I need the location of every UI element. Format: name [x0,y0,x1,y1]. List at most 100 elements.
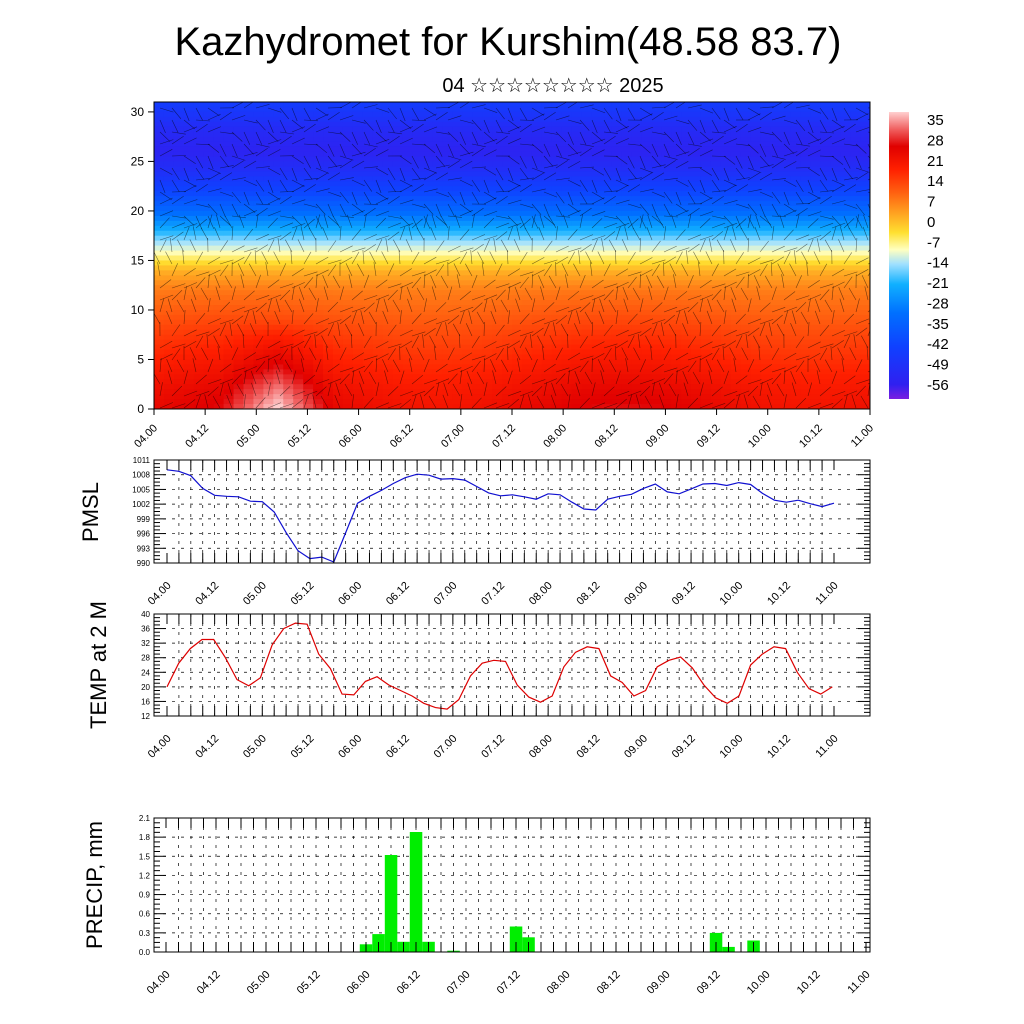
heatmap-cell [710,111,722,118]
heatmap-cell [760,146,772,153]
heatmap-cell [850,131,861,138]
heatmap-cell [720,359,732,366]
heatmap-cell [352,136,364,143]
heatmap-cell [641,151,652,158]
heatmap-cell [710,250,722,257]
heatmap-cell [700,215,712,222]
heatmap-cell [482,339,493,346]
heatmap-cell [442,171,453,177]
heatmap-cell [720,245,732,252]
wind-barb [195,277,206,289]
heatmap-cell [601,270,613,276]
wind-barb [339,256,353,265]
wind-barb [279,263,287,277]
heatmap-cell [840,354,851,361]
heatmap-cell [561,181,573,187]
heatmap-cell [720,374,732,380]
heatmap-cell [372,334,384,341]
heatmap-cell [760,201,772,207]
heatmap-cell [601,245,613,252]
wind-barb [219,172,233,181]
heatmap-cell [472,290,483,296]
heatmap-cell [462,111,473,118]
heatmap-cell [392,171,404,177]
heatmap-cell [323,196,334,202]
heatmap-cell [681,166,692,172]
heatmap-cell [512,379,523,385]
heatmap-cell [472,161,483,167]
heatmap-cell [591,205,603,212]
heatmap-cell [780,220,792,227]
heatmap-cell [621,176,632,182]
heatmap-cell [492,255,503,262]
wind-barb [291,340,305,349]
heatmap-cell [253,305,264,311]
heatmap-cell [342,379,354,385]
heatmap-cell [352,369,364,375]
heatmap-cell [412,220,424,227]
heatmap-cell [402,255,414,262]
heatmap-cell [163,290,175,296]
heatmap-cell [452,339,463,346]
heatmap-cell [243,374,255,380]
heatmap-cell [611,349,622,356]
heatmap-cell [760,285,772,291]
wind-barb [243,191,250,206]
heatmap-cell [591,186,603,192]
heatmap-cell [551,106,563,113]
wind-barb [303,394,309,409]
heatmap-cell [850,240,861,247]
heatmap-cell [382,399,394,405]
wind-barb [315,155,322,170]
heatmap-cell [303,314,314,321]
wind-barb [315,358,322,373]
heatmap-cell [621,151,632,158]
heatmap-cell [760,191,772,197]
heatmap-cell [641,309,652,316]
heatmap-cell [760,364,772,370]
heatmap-cell [720,394,732,400]
heatmap-cell [810,295,821,301]
heatmap-cell [323,265,334,271]
heatmap-cell [561,344,573,351]
heatmap-cell [860,324,870,331]
wind-barb [171,179,180,193]
heatmap-cell [223,285,235,291]
heatmap-cell [651,106,662,113]
heatmap-cell [154,116,165,123]
heatmap-cell [352,196,364,202]
heatmap-cell [163,319,175,326]
wind-barb [387,324,397,337]
heatmap-cell [512,205,523,212]
heatmap-cell [780,300,792,306]
heatmap-cell [163,210,175,217]
wind-barb [339,143,346,158]
heatmap-cell [850,354,861,361]
heatmap-cell [601,389,613,395]
heatmap-cell [780,295,792,301]
heatmap-cell [362,354,374,361]
heatmap-cell [780,171,792,177]
heatmap-cell [502,384,513,390]
heatmap-cell [780,210,792,217]
heatmap-cell [790,339,801,346]
heatmap-cell [581,250,593,257]
heatmap-cell [412,389,424,395]
heatmap-cell [482,260,493,266]
heatmap-cell [492,181,503,187]
heatmap-cell [442,166,453,172]
wind-barb [219,215,231,226]
heatmap-cell [601,156,613,163]
wind-barb [291,179,305,187]
heatmap-cell [641,186,652,192]
wind-barb [219,240,229,253]
heatmap-cell [382,290,394,296]
heatmap-cell [402,151,414,158]
heatmap-cell [760,116,772,123]
heatmap-cell [810,319,821,326]
heatmap-cell [263,285,274,291]
heatmap-cell [830,126,841,133]
heatmap-cell [820,136,831,143]
heatmap-cell [323,126,334,133]
wind-barb [375,357,378,373]
